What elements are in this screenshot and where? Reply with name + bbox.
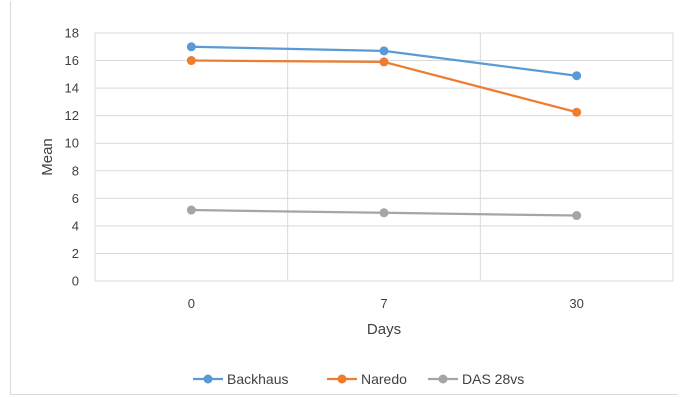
y-tick-label: 12 xyxy=(65,108,79,123)
y-tick-label: 4 xyxy=(72,218,79,233)
chart-frame xyxy=(10,1,678,395)
x-axis-title: Days xyxy=(367,321,401,338)
data-point xyxy=(572,107,582,117)
y-axis-title: Mean xyxy=(39,138,56,176)
y-axis-ticks: 0 2 4 6 8 10 12 14 16 18 xyxy=(65,26,79,289)
y-tick-label: 8 xyxy=(72,163,79,178)
y-tick-label: 6 xyxy=(72,191,79,206)
y-tick-label: 2 xyxy=(72,246,79,261)
legend-label: Naredo xyxy=(361,371,407,387)
gridlines xyxy=(94,32,674,282)
data-point xyxy=(379,208,389,218)
x-tick-label: 0 xyxy=(188,296,195,311)
legend-marker xyxy=(203,374,213,384)
x-axis-ticks: 0 7 30 xyxy=(188,296,584,311)
x-tick-label: 30 xyxy=(569,296,583,311)
data-point xyxy=(572,71,582,81)
y-tick-label: 10 xyxy=(65,136,79,151)
data-point xyxy=(186,56,196,66)
y-tick-label: 16 xyxy=(65,53,79,68)
series-lines xyxy=(186,42,582,221)
legend-label: DAS 28vs xyxy=(462,371,524,387)
legend: Backhaus Naredo DAS 28vs xyxy=(193,371,524,387)
y-tick-label: 14 xyxy=(65,81,79,96)
y-tick-label: 0 xyxy=(72,274,79,289)
legend-marker xyxy=(337,374,347,384)
data-point xyxy=(186,205,196,215)
data-point xyxy=(379,57,389,67)
legend-label: Backhaus xyxy=(227,371,288,387)
data-point xyxy=(186,42,196,52)
legend-marker xyxy=(438,374,448,384)
data-point xyxy=(572,211,582,221)
data-point xyxy=(379,46,389,56)
y-tick-label: 18 xyxy=(65,26,79,41)
x-tick-label: 7 xyxy=(380,296,387,311)
